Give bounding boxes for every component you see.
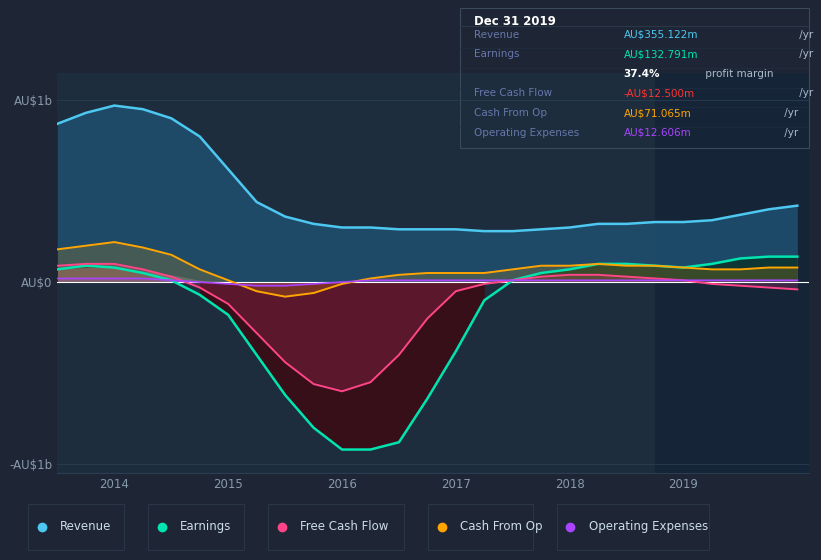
Text: /yr: /yr [796, 30, 814, 40]
Text: Revenue: Revenue [474, 30, 519, 40]
Text: Earnings: Earnings [474, 49, 519, 59]
Text: 37.4%: 37.4% [624, 69, 660, 79]
Text: -AU$12.500m: -AU$12.500m [624, 88, 695, 99]
Text: /yr: /yr [781, 128, 798, 138]
Bar [655, 73, 809, 473]
Text: Free Cash Flow: Free Cash Flow [474, 88, 552, 99]
Text: Cash From Op: Cash From Op [474, 108, 547, 118]
Text: AU$12.606m: AU$12.606m [624, 128, 691, 138]
Text: /yr: /yr [796, 88, 814, 99]
Text: /yr: /yr [796, 49, 814, 59]
Text: profit margin: profit margin [702, 69, 773, 79]
Text: Operating Expenses: Operating Expenses [589, 520, 708, 534]
Text: AU$355.122m: AU$355.122m [624, 30, 698, 40]
Text: /yr: /yr [781, 108, 798, 118]
Text: Operating Expenses: Operating Expenses [474, 128, 579, 138]
Text: AU$71.065m: AU$71.065m [624, 108, 691, 118]
Text: Revenue: Revenue [60, 520, 112, 534]
Text: Cash From Op: Cash From Op [461, 520, 543, 534]
Text: Free Cash Flow: Free Cash Flow [300, 520, 389, 534]
Text: Earnings: Earnings [181, 520, 232, 534]
Text: AU$132.791m: AU$132.791m [624, 49, 698, 59]
Text: Dec 31 2019: Dec 31 2019 [474, 15, 556, 27]
